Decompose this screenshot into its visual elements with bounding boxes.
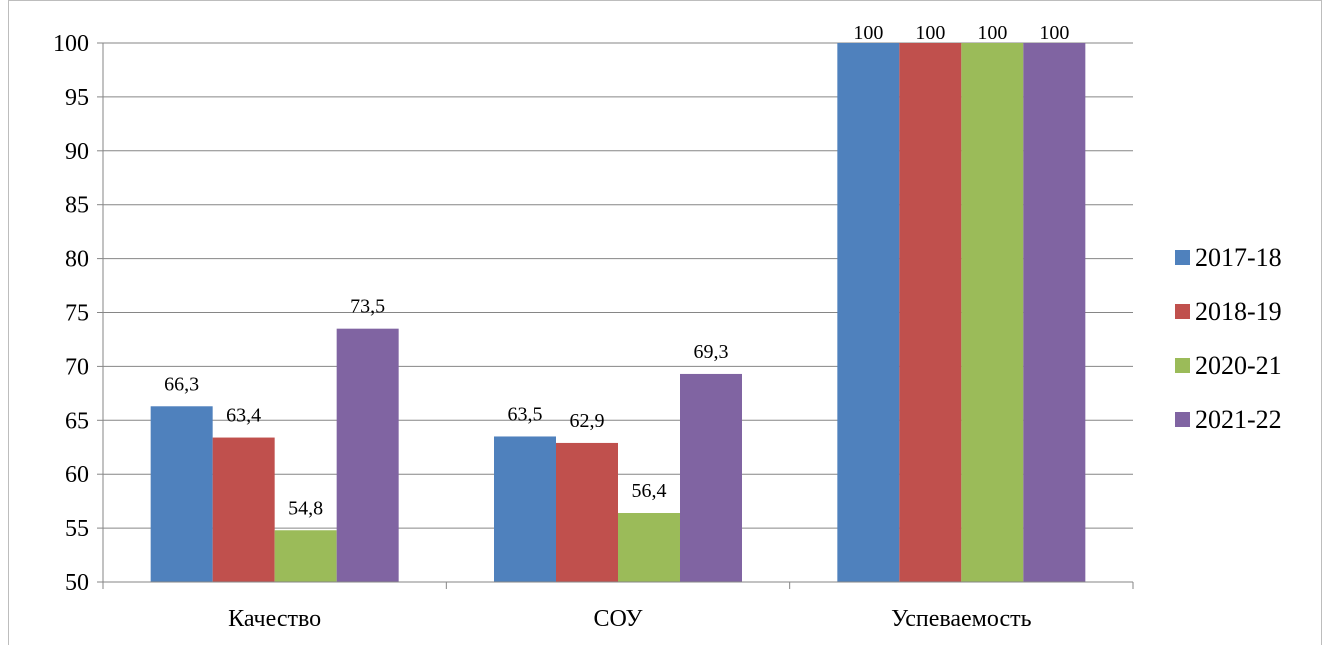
legend-label: 2018-19 xyxy=(1195,297,1282,326)
legend: 2017-18 2018-19 2020-21 2021-22 xyxy=(1175,243,1282,434)
legend-swatch xyxy=(1175,412,1190,427)
legend-label: 2021-22 xyxy=(1195,405,1282,434)
bar xyxy=(336,328,399,582)
data-label: 100 xyxy=(853,22,883,44)
legend-swatch xyxy=(1175,304,1190,319)
y-tick-labels: 50 55 60 65 70 75 80 85 90 95 100 xyxy=(53,31,89,596)
data-label: 100 xyxy=(977,22,1007,44)
y-tick-label: 60 xyxy=(65,462,89,488)
y-tick-label: 90 xyxy=(65,139,89,165)
data-labels: 66,3 63,4 54,8 73,5 63,5 62,9 56,4 69,3 100 100 10… xyxy=(164,22,1069,519)
bar xyxy=(1023,43,1086,582)
data-label: 100 xyxy=(1039,22,1069,44)
data-label: 69,3 xyxy=(694,341,729,363)
bar xyxy=(961,43,1024,582)
y-tick-label: 50 xyxy=(65,570,89,596)
y-tick-label: 75 xyxy=(65,301,89,327)
bar xyxy=(837,43,900,582)
legend-swatch xyxy=(1175,250,1190,265)
bar xyxy=(150,406,213,582)
data-label: 62,9 xyxy=(570,410,605,432)
y-tick-label: 100 xyxy=(53,31,89,57)
y-tick-label: 55 xyxy=(65,516,89,542)
y-tick-label: 70 xyxy=(65,354,89,380)
x-category-label: Качество xyxy=(228,606,321,632)
y-tick-label: 85 xyxy=(65,193,89,219)
x-category-label: Успеваемость xyxy=(891,606,1032,632)
y-tick-label: 80 xyxy=(65,247,89,273)
bar xyxy=(899,43,962,582)
bar xyxy=(212,437,275,582)
x-category-labels: Качество СОУ Успеваемость xyxy=(228,606,1031,632)
data-label: 63,5 xyxy=(508,403,543,425)
x-category-label: СОУ xyxy=(594,606,643,632)
bar xyxy=(618,513,680,582)
data-label: 63,4 xyxy=(226,405,261,427)
legend-label: 2017-18 xyxy=(1195,243,1282,272)
data-label: 54,8 xyxy=(288,497,323,519)
data-label: 100 xyxy=(915,22,945,44)
y-tick-label: 65 xyxy=(65,408,89,434)
data-label: 73,5 xyxy=(350,296,385,318)
bar xyxy=(556,442,618,582)
bar xyxy=(274,530,337,582)
bar xyxy=(494,436,556,582)
legend-swatch xyxy=(1175,358,1190,373)
bars xyxy=(150,43,1086,582)
bar xyxy=(680,373,742,582)
y-tick-label: 95 xyxy=(65,85,89,111)
axes xyxy=(97,42,1134,589)
legend-label: 2020-21 xyxy=(1195,351,1282,380)
chart-frame xyxy=(8,0,1322,645)
data-label: 66,3 xyxy=(164,373,199,395)
data-label: 56,4 xyxy=(632,480,667,502)
